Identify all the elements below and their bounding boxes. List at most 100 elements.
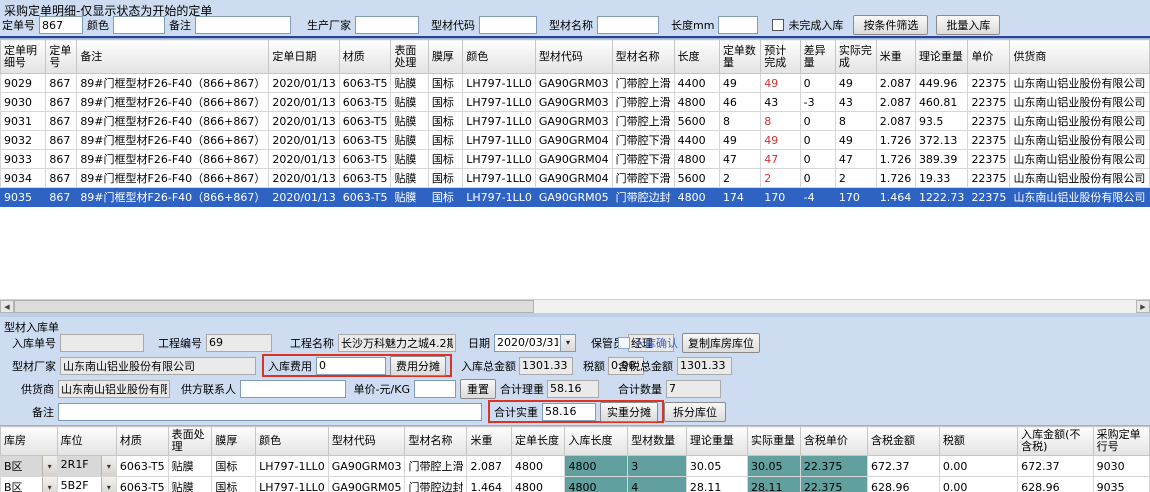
grid-cell[interactable]: 国标 bbox=[427, 149, 464, 169]
grid-header-cell[interactable]: 定单数量 bbox=[718, 39, 762, 74]
tax-input[interactable] bbox=[608, 356, 644, 375]
grid-cell[interactable]: 89#门框型材F26-F40（866+867） bbox=[76, 187, 270, 207]
grid-cell[interactable]: 门带腔下滑 bbox=[611, 130, 675, 150]
grid-cell[interactable]: 867 bbox=[45, 187, 78, 207]
grid-cell[interactable]: 门带腔上滑 bbox=[611, 92, 675, 112]
inbound-confirm-checkbox[interactable] bbox=[618, 336, 630, 349]
grid-header-cell[interactable]: 税额 bbox=[938, 426, 1019, 456]
grid-cell[interactable]: 22375 bbox=[967, 130, 1011, 150]
grid-cell[interactable]: 6063-T5 bbox=[115, 476, 169, 492]
grid-cell[interactable]: 2R1F ▾ bbox=[56, 455, 117, 477]
grid-cell[interactable]: 0.00 bbox=[938, 455, 1019, 477]
grid-cell[interactable]: 2020/01/13 bbox=[268, 168, 340, 188]
grid-header-cell[interactable]: 库位 bbox=[56, 426, 117, 456]
grid-cell[interactable]: 22375 bbox=[967, 92, 1011, 112]
grid-cell[interactable]: B区 ▾ bbox=[0, 455, 58, 477]
table-row[interactable]: 9032 867 89#门框型材F26-F40（866+867） 2020/01/13… bbox=[0, 130, 1150, 150]
combo-dropdown-icon[interactable]: ▾ bbox=[41, 477, 57, 492]
grid-cell[interactable]: -4 bbox=[799, 187, 836, 207]
grid-header-cell[interactable]: 米重 bbox=[466, 426, 512, 456]
grid-cell[interactable]: 49 bbox=[760, 73, 801, 93]
scroll-left-icon[interactable]: ◀ bbox=[0, 300, 14, 313]
grid-cell[interactable]: 国标 bbox=[427, 111, 464, 131]
grid-cell[interactable]: 9030 bbox=[1092, 455, 1150, 477]
grid-header-cell[interactable]: 含税单价 bbox=[799, 426, 869, 456]
grid-cell[interactable]: 8 bbox=[760, 111, 801, 131]
grid-header-cell[interactable]: 型材名称 bbox=[611, 39, 675, 74]
grid-cell[interactable]: GA90GRM03 bbox=[534, 111, 613, 131]
grid-header-cell[interactable]: 实际完成 bbox=[834, 39, 877, 74]
grid-cell[interactable]: LH797-1LL0 bbox=[462, 130, 536, 150]
split-location-button[interactable]: 拆分库位 bbox=[664, 401, 726, 422]
grid-cell[interactable]: 2020/01/13 bbox=[268, 187, 340, 207]
grid-cell[interactable]: 2 bbox=[834, 168, 877, 188]
grid-cell[interactable]: 2 bbox=[760, 168, 801, 188]
grid-cell[interactable]: 628.96 bbox=[867, 476, 940, 492]
grid-cell[interactable]: 2.087 bbox=[875, 92, 916, 112]
grid-cell[interactable]: 170 bbox=[760, 187, 801, 207]
grid-header-cell[interactable]: 定单长度 bbox=[510, 426, 566, 456]
grid-cell[interactable]: 2020/01/13 bbox=[268, 149, 340, 169]
grid-header-cell[interactable]: 定单日期 bbox=[268, 39, 340, 74]
grid-cell[interactable]: GA90GRM05 bbox=[534, 187, 613, 207]
inbound-fee-input[interactable] bbox=[316, 356, 386, 375]
grid-cell[interactable]: 49 bbox=[718, 73, 762, 93]
grid-cell[interactable]: 6063-T5 bbox=[338, 168, 392, 188]
grid-cell[interactable]: 6063-T5 bbox=[338, 73, 392, 93]
grid-cell[interactable]: 89#门框型材F26-F40（866+867） bbox=[76, 130, 270, 150]
grid-cell[interactable]: 6063-T5 bbox=[338, 111, 392, 131]
grid-cell[interactable]: 国标 bbox=[427, 130, 464, 150]
grid-cell[interactable]: 672.37 bbox=[1017, 455, 1094, 477]
scroll-right-icon[interactable]: ▶ bbox=[1136, 300, 1150, 313]
grid-cell[interactable]: 628.96 bbox=[1017, 476, 1094, 492]
grid-cell[interactable]: 门带腔下滑 bbox=[611, 168, 675, 188]
grid-cell[interactable]: 1.464 bbox=[875, 187, 916, 207]
grid-header-cell[interactable]: 含税金额 bbox=[867, 426, 940, 456]
grid-cell[interactable]: 山东南山铝业股份有限公司 bbox=[1009, 73, 1150, 93]
grid-cell[interactable]: 30.05 bbox=[747, 455, 801, 477]
grid-cell[interactable]: 6063-T5 bbox=[338, 130, 392, 150]
grid-cell[interactable]: LH797-1LL0 bbox=[255, 476, 329, 492]
unfinished-checkbox[interactable] bbox=[772, 19, 785, 31]
grid-cell[interactable]: 贴膜 bbox=[390, 149, 429, 169]
grid-cell[interactable]: 22375 bbox=[967, 168, 1011, 188]
grid-cell[interactable]: 9034 bbox=[0, 168, 47, 188]
grid-cell[interactable]: 47 bbox=[718, 149, 762, 169]
grid-cell[interactable]: GA90GRM03 bbox=[534, 92, 613, 112]
grid-cell[interactable]: 贴膜 bbox=[390, 73, 429, 93]
grid-header-cell[interactable]: 膜厚 bbox=[427, 39, 464, 74]
grid-cell[interactable]: 867 bbox=[45, 168, 78, 188]
grid-cell[interactable]: 国标 bbox=[211, 455, 257, 477]
table-row[interactable]: 9029 867 89#门框型材F26-F40（866+867） 2020/01/13… bbox=[0, 73, 1150, 93]
grid-header-cell[interactable]: 实际重量 bbox=[747, 426, 801, 456]
table-row[interactable]: 9033 867 89#门框型材F26-F40（866+867） 2020/01/13… bbox=[0, 149, 1150, 169]
grid-cell[interactable]: 贴膜 bbox=[390, 92, 429, 112]
table-row[interactable]: 9035 867 89#门框型材F26-F40（866+867） 2020/01/13… bbox=[0, 187, 1150, 207]
profile-code-filter-input[interactable] bbox=[479, 16, 537, 34]
combo-dropdown-icon[interactable]: ▾ bbox=[41, 456, 57, 476]
order-no-input[interactable] bbox=[39, 16, 83, 34]
grid-cell[interactable]: 5B2F ▾ bbox=[56, 476, 117, 492]
grid-header-cell[interactable]: 入库金额(不含税) bbox=[1017, 426, 1094, 456]
grid-header-cell[interactable]: 表面处理 bbox=[390, 39, 429, 74]
grid-cell[interactable]: 6063-T5 bbox=[115, 455, 169, 477]
grid-cell[interactable]: 22375 bbox=[967, 149, 1011, 169]
grid-cell[interactable]: 19.33 bbox=[914, 168, 969, 188]
grid-cell[interactable]: 28.11 bbox=[685, 476, 749, 492]
grid-cell[interactable]: 174 bbox=[718, 187, 762, 207]
project-name-input[interactable] bbox=[338, 333, 456, 352]
combo-dropdown-icon[interactable]: ▾ bbox=[100, 477, 116, 492]
grid-cell[interactable]: 山东南山铝业股份有限公司 bbox=[1009, 130, 1150, 150]
scrollbar-thumb[interactable] bbox=[14, 300, 534, 313]
reset-button[interactable]: 重置 bbox=[460, 378, 496, 399]
grid-cell[interactable]: 2.087 bbox=[875, 111, 916, 131]
grid-cell[interactable]: 46 bbox=[718, 92, 762, 112]
grid-cell[interactable]: 5600 bbox=[673, 111, 720, 131]
table-row[interactable]: 9034 867 89#门框型材F26-F40（866+867） 2020/01/13… bbox=[0, 168, 1150, 188]
grid-cell[interactable]: 贴膜 bbox=[390, 187, 429, 207]
grid-header-cell[interactable]: 入库长度 bbox=[564, 426, 629, 456]
grid-cell[interactable]: 贴膜 bbox=[390, 111, 429, 131]
grid-cell[interactable]: 460.81 bbox=[914, 92, 969, 112]
grid-header-cell[interactable]: 型材代码 bbox=[534, 39, 613, 74]
grid-cell[interactable]: 贴膜 bbox=[390, 168, 429, 188]
